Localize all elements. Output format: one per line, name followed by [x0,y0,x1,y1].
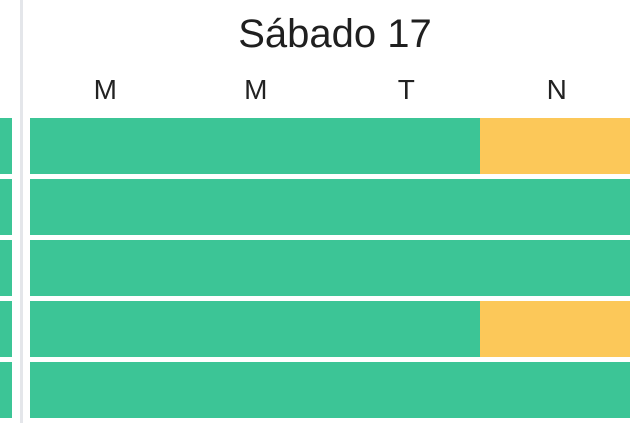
shift-label-midday: M [244,74,268,105]
shift-cell-available[interactable] [480,179,630,235]
shift-cell-partial[interactable] [480,301,630,357]
previous-day-cell[interactable] [0,362,12,418]
column-divider [20,0,23,423]
shift-cell-available[interactable] [180,362,330,418]
previous-day-cell[interactable] [0,179,12,235]
shift-cell-available[interactable] [330,179,480,235]
shift-label-morning: M [93,74,117,105]
previous-day-cell[interactable] [0,301,12,357]
shift-cell-available[interactable] [330,240,480,296]
shift-cell-available[interactable] [180,240,330,296]
availability-row [30,362,630,418]
availability-row [30,301,630,357]
shift-cell-available[interactable] [330,301,480,357]
shift-cell-available[interactable] [480,362,630,418]
shift-cell-available[interactable] [330,362,480,418]
previous-day-cell[interactable] [0,240,12,296]
shift-cell-available[interactable] [330,118,480,174]
previous-day-cell[interactable] [0,118,12,174]
shift-cell-available[interactable] [30,118,180,174]
day-header-title: Sábado 17 [238,12,432,56]
shift-cell-available[interactable] [480,240,630,296]
availability-row [30,179,630,235]
availability-row [30,118,630,174]
availability-row [30,240,630,296]
shift-cell-partial[interactable] [480,118,630,174]
shift-label-afternoon: T [397,74,415,105]
shift-cell-available[interactable] [30,301,180,357]
shift-cell-available[interactable] [180,179,330,235]
shift-cell-available[interactable] [30,362,180,418]
shift-cell-available[interactable] [180,301,330,357]
shift-cell-available[interactable] [180,118,330,174]
shift-header: M M T N [30,72,632,108]
previous-day-column [0,0,12,423]
shift-cell-available[interactable] [30,240,180,296]
shift-cell-available[interactable] [30,179,180,235]
shift-label-night: N [546,74,567,105]
